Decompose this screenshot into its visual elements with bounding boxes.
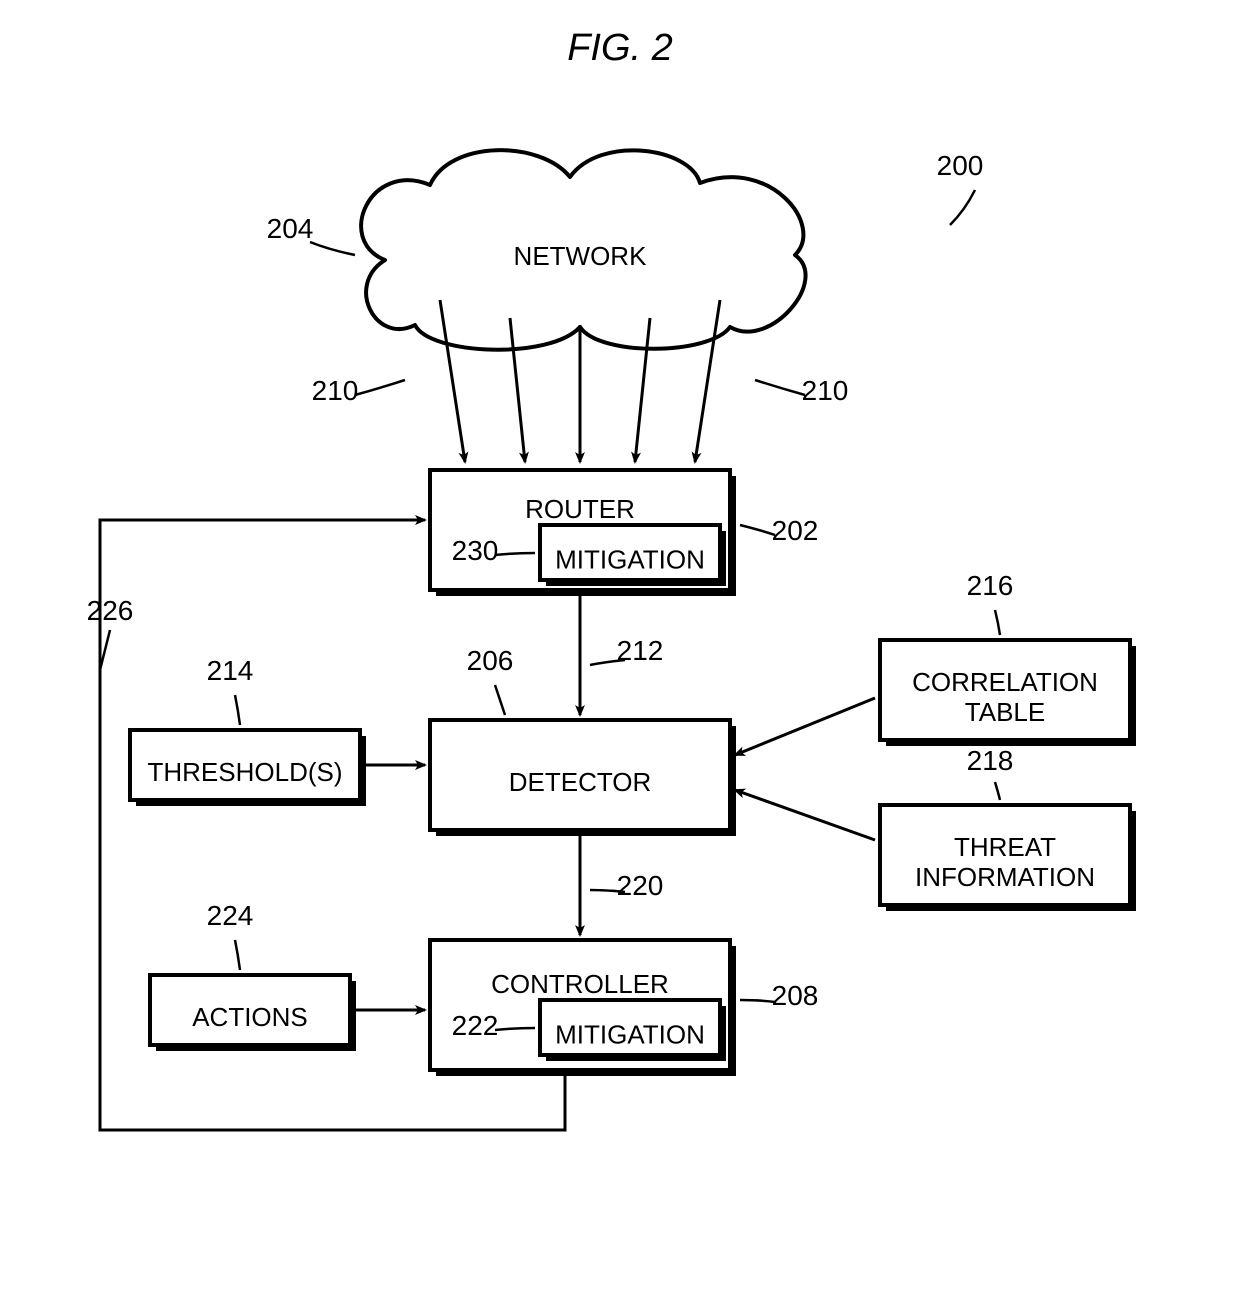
- ref-200: 200: [937, 150, 984, 181]
- threat-info-box-label: THREAT: [954, 832, 1056, 862]
- ref-lead-206: [495, 685, 505, 715]
- ref-lead-208: [740, 1000, 775, 1002]
- correlation-table-box-label: TABLE: [965, 697, 1045, 727]
- router-mitigation-box-label: MITIGATION: [555, 544, 705, 574]
- ref-lead-210: [755, 380, 805, 395]
- actions-box-label: ACTIONS: [192, 1002, 308, 1032]
- thresholds-box-label: THRESHOLD(S): [147, 757, 342, 787]
- ref-lead-218: [995, 782, 1000, 800]
- ref-lead-200: [950, 190, 975, 225]
- threat-info-box-label: INFORMATION: [915, 862, 1095, 892]
- ref-lead-210: [355, 380, 405, 395]
- ref-220: 220: [617, 870, 664, 901]
- controller-mitigation-box-label: MITIGATION: [555, 1019, 705, 1049]
- ref-lead-202: [740, 525, 775, 535]
- ref-216: 216: [967, 570, 1014, 601]
- router-box-label: ROUTER: [525, 494, 635, 524]
- ref-202: 202: [772, 515, 819, 546]
- ref-lead-216: [995, 610, 1000, 635]
- ref-210: 210: [802, 375, 849, 406]
- ref-230: 230: [452, 535, 499, 566]
- ref-214: 214: [207, 655, 254, 686]
- controller-box-label: CONTROLLER: [491, 969, 669, 999]
- figure-title: FIG. 2: [567, 27, 673, 69]
- network-label: NETWORK: [514, 241, 648, 271]
- detector-box-label: DETECTOR: [509, 767, 652, 797]
- diagram-canvas: FIG. 2 NETWORK ROUTER MITIGATION DETECTOR THR…: [0, 0, 1240, 1315]
- ref-lead-224: [235, 940, 240, 970]
- ref-222: 222: [452, 1010, 499, 1041]
- ref-208: 208: [772, 980, 819, 1011]
- arrow-8: [735, 790, 875, 840]
- ref-206: 206: [467, 645, 514, 676]
- ref-lead-220: [590, 890, 625, 892]
- ref-204: 204: [267, 213, 314, 244]
- ref-lead-204: [310, 242, 355, 255]
- correlation-table-box-label: CORRELATION: [912, 667, 1098, 697]
- ref-218: 218: [967, 745, 1014, 776]
- ref-lead-214: [235, 695, 240, 725]
- ref-210: 210: [312, 375, 359, 406]
- arrow-7: [735, 698, 875, 755]
- ref-224: 224: [207, 900, 254, 931]
- ref-226: 226: [87, 595, 134, 626]
